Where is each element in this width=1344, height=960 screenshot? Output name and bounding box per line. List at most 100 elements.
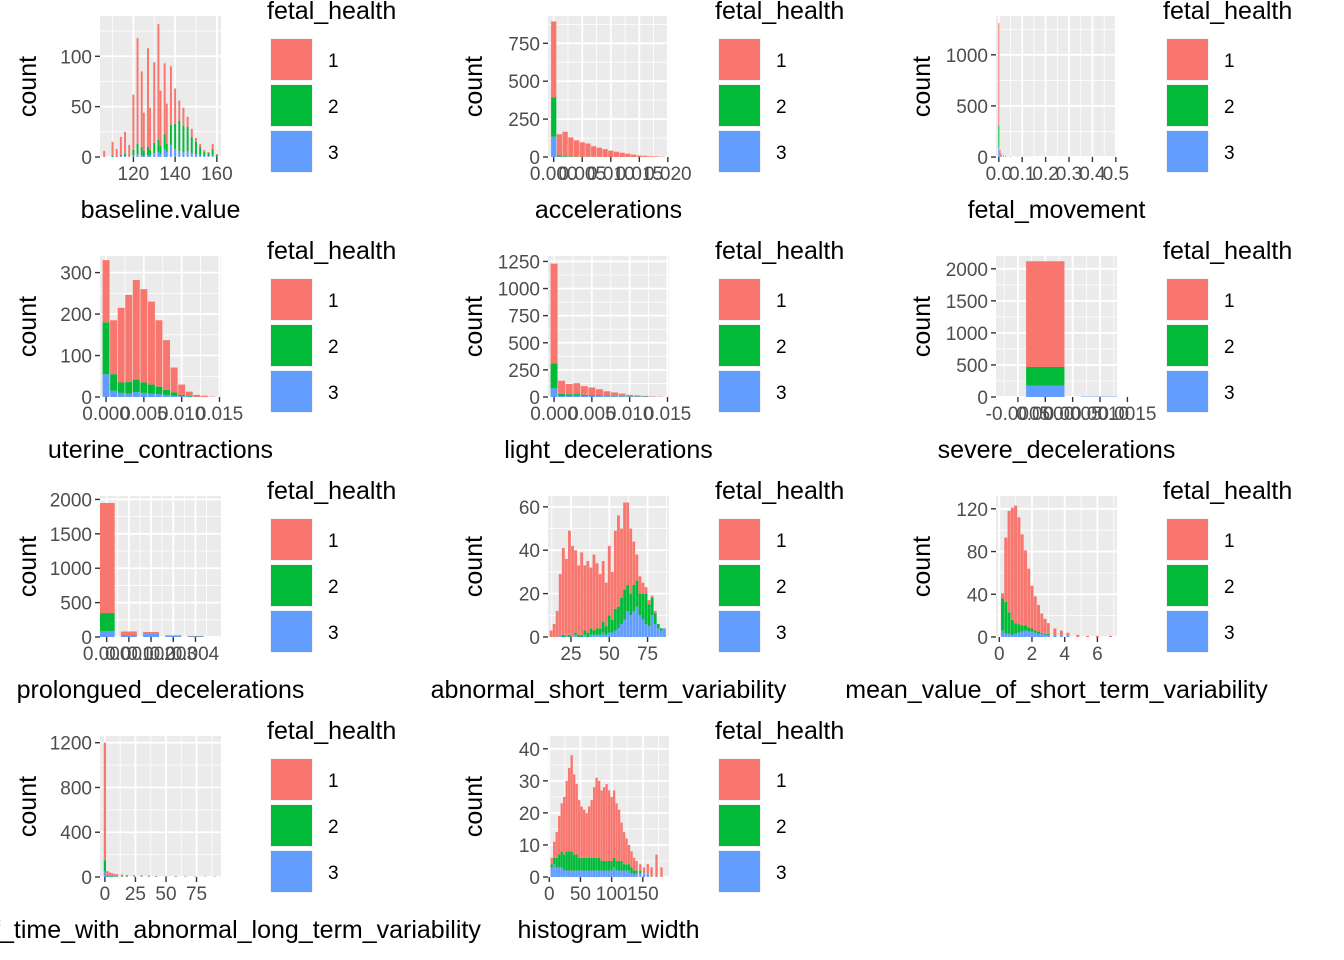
bar-class-2 bbox=[113, 876, 116, 877]
bar-class-3 bbox=[625, 870, 628, 877]
axis-ticks bbox=[543, 42, 669, 162]
panel-background bbox=[996, 16, 1117, 157]
bar-class-3 bbox=[142, 155, 145, 157]
y-tick-label: 0 bbox=[81, 148, 92, 169]
bar-class-2 bbox=[102, 322, 110, 375]
bar-class-2 bbox=[1010, 619, 1014, 635]
bar-class-1 bbox=[143, 631, 160, 634]
bar-class-3 bbox=[102, 374, 110, 397]
bar-class-1 bbox=[147, 301, 155, 385]
bar-class-3 bbox=[595, 634, 599, 637]
bar-class-2 bbox=[558, 393, 566, 396]
legend-key-swatch bbox=[719, 371, 760, 412]
bar-class-2 bbox=[1043, 633, 1047, 635]
bar-class-3 bbox=[1026, 385, 1065, 397]
bar-class-2 bbox=[195, 141, 197, 154]
legend-label: 2 bbox=[328, 817, 339, 838]
bar-class-2 bbox=[603, 395, 611, 397]
bar-class-3 bbox=[178, 396, 186, 397]
bar-class-2 bbox=[586, 632, 590, 637]
panel-1: 120 140 160 0 50 100 baseline.value count fetal_… bbox=[14, 0, 396, 224]
legend-key-swatch bbox=[719, 851, 760, 892]
bar-class-1 bbox=[163, 340, 171, 390]
bar-class-2 bbox=[647, 604, 651, 627]
bar-class-3 bbox=[1010, 634, 1014, 637]
bar-class-1 bbox=[591, 146, 597, 157]
x-axis-title: accelerations bbox=[535, 196, 682, 224]
bar-class-1 bbox=[1002, 155, 1005, 157]
histogram-bars bbox=[103, 742, 217, 877]
bar-class-2 bbox=[650, 597, 654, 616]
bar-class-2 bbox=[163, 133, 166, 149]
bar-class-1 bbox=[1046, 623, 1050, 634]
legend-label: 3 bbox=[328, 863, 339, 884]
legend-label: 2 bbox=[776, 577, 787, 598]
bar-class-3 bbox=[1027, 631, 1031, 637]
bar-class-3 bbox=[558, 867, 561, 877]
x-axis-title: uterine_contractions bbox=[48, 436, 273, 464]
panel-background bbox=[100, 496, 221, 637]
bar-class-3 bbox=[165, 151, 168, 157]
bar-class-3 bbox=[106, 876, 109, 877]
bar-class-3 bbox=[610, 870, 613, 877]
x-tick-label: 0.0000 bbox=[1016, 404, 1074, 425]
bar-class-1 bbox=[1043, 618, 1047, 634]
bar-class-3 bbox=[583, 870, 586, 877]
bar-class-3 bbox=[656, 628, 660, 637]
bar-class-1 bbox=[1010, 507, 1014, 620]
bar-class-3 bbox=[573, 395, 581, 397]
bar-class-3 bbox=[600, 870, 603, 877]
legend-label: 1 bbox=[1224, 291, 1235, 312]
x-tick-label: 0.010 bbox=[606, 404, 654, 425]
bar-class-1 bbox=[1026, 261, 1065, 368]
histogram-bars bbox=[550, 263, 664, 397]
bar-class-3 bbox=[143, 633, 160, 637]
bar-class-1 bbox=[565, 780, 568, 852]
bar-class-3 bbox=[659, 630, 663, 637]
bar-class-2 bbox=[570, 851, 573, 871]
legend-label: 2 bbox=[328, 577, 339, 598]
bar-class-2 bbox=[108, 875, 111, 877]
bar-class-3 bbox=[580, 870, 583, 877]
histogram-bars bbox=[551, 21, 665, 157]
legend-key-swatch bbox=[271, 371, 312, 412]
bar-class-3 bbox=[563, 870, 566, 877]
y-tick-label: 0 bbox=[529, 628, 540, 649]
legend: fetal_health 1 2 3 bbox=[715, 237, 844, 413]
bar-class-1 bbox=[110, 320, 118, 375]
bar-class-1 bbox=[551, 21, 557, 98]
bar-class-2 bbox=[630, 867, 633, 874]
bar-class-1 bbox=[136, 38, 139, 144]
bar-class-1 bbox=[103, 742, 107, 861]
bar-class-1 bbox=[1017, 517, 1021, 625]
bar-class-2 bbox=[182, 125, 185, 152]
legend-key-swatch bbox=[719, 85, 760, 126]
bar-class-1 bbox=[149, 107, 152, 150]
bar-class-2 bbox=[1030, 628, 1034, 632]
bar-class-1 bbox=[1059, 630, 1063, 636]
legend-label: 3 bbox=[776, 863, 787, 884]
legend-label: 2 bbox=[1224, 577, 1235, 598]
bar-class-3 bbox=[653, 623, 657, 637]
bar-class-2 bbox=[1007, 612, 1011, 634]
x-tick-label: 2 bbox=[1027, 644, 1038, 665]
histogram-bars bbox=[100, 503, 204, 637]
bar-class-1 bbox=[574, 550, 577, 633]
minor-grid bbox=[100, 736, 221, 877]
x-tick-label: 0 bbox=[100, 884, 111, 905]
x-tick-label: 0.003 bbox=[149, 644, 197, 665]
y-axis-title: count bbox=[14, 56, 42, 117]
bar-class-3 bbox=[617, 628, 620, 637]
bar-class-1 bbox=[608, 150, 614, 157]
x-tick-label: 0.1 bbox=[1009, 164, 1035, 185]
bar-class-1 bbox=[1000, 153, 1002, 157]
y-axis-title: count bbox=[908, 56, 936, 117]
legend-key-swatch bbox=[719, 565, 760, 606]
legend: fetal_health 1 2 3 bbox=[267, 717, 396, 893]
bar-class-2 bbox=[111, 155, 114, 157]
legend-key-swatch bbox=[719, 131, 760, 172]
y-axis-title: count bbox=[14, 776, 42, 837]
bar-class-2 bbox=[627, 864, 631, 871]
x-tick-label: 120 bbox=[118, 164, 150, 185]
legend-key-swatch bbox=[1167, 39, 1208, 80]
